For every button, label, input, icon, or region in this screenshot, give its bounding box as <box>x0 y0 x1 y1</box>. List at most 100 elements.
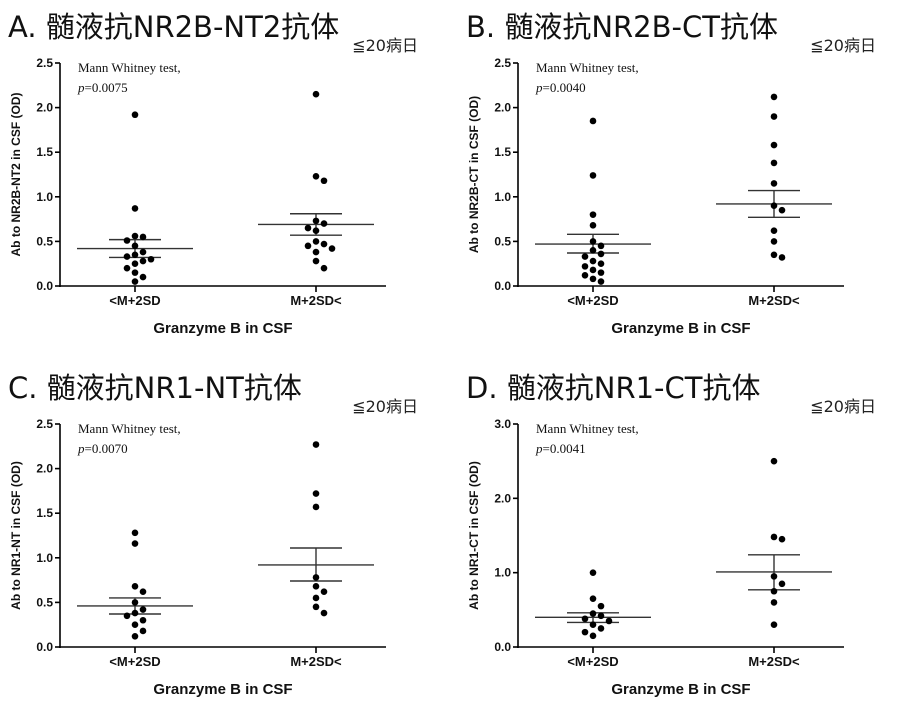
chart-b: B. 髄液抗NR2B-CT抗体 0.0 0.5 1.0 1.5 2.0 2.5 Ab to N… <box>458 0 915 360</box>
x-tick-label: M+2SD< <box>748 293 800 308</box>
data-point <box>313 595 320 602</box>
day-range-annotation: ≦20病日 <box>810 36 876 55</box>
data-point <box>598 603 605 610</box>
data-point <box>140 617 147 624</box>
day-range-annotation: ≦20病日 <box>810 397 876 416</box>
y-tick-label: 2.0 <box>494 101 511 115</box>
data-point <box>305 225 312 232</box>
data-point <box>313 218 320 225</box>
data-point <box>771 227 778 234</box>
data-point <box>771 202 778 209</box>
data-point <box>598 625 605 632</box>
y-axis-label: Ab to NR1-NT in CSF (OD) <box>9 461 23 610</box>
x-tick-label: <M+2SD <box>109 654 160 669</box>
data-point <box>132 583 139 590</box>
x-tick-label: <M+2SD <box>567 654 618 669</box>
data-point <box>779 207 786 214</box>
data-point <box>321 588 328 595</box>
data-point <box>598 612 605 619</box>
data-point <box>321 610 328 617</box>
data-point <box>771 94 778 101</box>
data-point <box>321 220 328 227</box>
panel-d: D. 髄液抗NR1-CT抗体 0.0 1.0 2.0 3.0 Ab to NR1-CT i… <box>458 361 915 721</box>
data-point <box>313 441 320 448</box>
data-point <box>140 588 147 595</box>
data-point <box>124 253 131 260</box>
test-annotation: Mann Whitney test, <box>536 421 639 436</box>
panel-b: B. 髄液抗NR2B-CT抗体 0.0 0.5 1.0 1.5 2.0 2.5 Ab to N… <box>458 0 915 360</box>
test-annotation: Mann Whitney test, <box>78 60 181 75</box>
p-value: =0.0070 <box>85 441 128 456</box>
data-point <box>132 269 139 276</box>
y-tick-label: 1.0 <box>36 551 53 565</box>
y-axis-label: Ab to NR1-CT in CSF (OD) <box>467 461 481 610</box>
data-point <box>771 573 778 580</box>
data-point <box>313 173 320 180</box>
data-point <box>124 265 131 272</box>
data-point <box>590 621 597 628</box>
y-tick-label: 1.5 <box>36 145 53 159</box>
data-point <box>313 227 320 234</box>
panel-a: A. 髄液抗NR2B-NT2抗体 0.0 0.5 1.0 1.5 2.0 2.5 Ab to … <box>0 0 457 360</box>
data-point <box>771 588 778 595</box>
data-point <box>132 111 139 118</box>
data-point <box>132 610 139 617</box>
data-point <box>771 142 778 149</box>
data-point <box>771 458 778 465</box>
y-tick-label: 2.5 <box>494 56 511 70</box>
y-tick-label: 0.0 <box>494 640 511 654</box>
data-point <box>124 612 131 619</box>
p-value: =0.0040 <box>543 80 586 95</box>
chart-title: B. 髄液抗NR2B-CT抗体 <box>466 10 778 44</box>
y-tick-label: 1.0 <box>494 190 511 204</box>
y-tick-label: 2.5 <box>36 56 53 70</box>
x-axis-label: Granzyme B in CSF <box>153 681 292 698</box>
data-point <box>582 629 589 636</box>
data-point <box>313 490 320 497</box>
x-tick-label: <M+2SD <box>109 293 160 308</box>
data-point <box>313 249 320 256</box>
data-point <box>598 269 605 276</box>
data-point <box>140 258 147 265</box>
p-value-annotation: p=0.0040 <box>535 80 586 95</box>
data-point <box>313 91 320 98</box>
y-tick-label: 0.5 <box>36 234 53 248</box>
data-point <box>140 249 147 256</box>
data-point <box>313 504 320 511</box>
chart-title: D. 髄液抗NR1-CT抗体 <box>466 371 761 405</box>
data-point <box>590 211 597 218</box>
data-point <box>329 245 336 252</box>
data-point <box>590 118 597 125</box>
data-point <box>590 238 597 245</box>
data-point <box>132 278 139 285</box>
y-tick-label: 2.0 <box>36 462 53 476</box>
panel-c: C. 髄液抗NR1-NT抗体 0.0 0.5 1.0 1.5 2.0 2.5 Ab to NR… <box>0 361 457 721</box>
chart-title: C. 髄液抗NR1-NT抗体 <box>8 371 302 405</box>
data-point <box>132 599 139 606</box>
data-point <box>140 606 147 613</box>
data-point <box>132 621 139 628</box>
data-point <box>313 574 320 581</box>
y-tick-label: 1.5 <box>494 145 511 159</box>
data-point <box>771 621 778 628</box>
x-tick-label: M+2SD< <box>290 293 342 308</box>
data-point <box>582 615 589 622</box>
data-point <box>771 534 778 541</box>
data-point <box>132 233 139 240</box>
data-point <box>590 172 597 179</box>
y-tick-label: 0.0 <box>494 279 511 293</box>
p-value: =0.0075 <box>85 80 128 95</box>
data-point <box>132 633 139 640</box>
data-point <box>305 243 312 250</box>
data-point <box>779 536 786 543</box>
data-point <box>132 251 139 258</box>
data-point <box>132 205 139 212</box>
x-axis-label: Granzyme B in CSF <box>153 320 292 337</box>
data-point <box>140 628 147 635</box>
chart-a: A. 髄液抗NR2B-NT2抗体0.00.51.01.52.02.5Ab to … <box>0 0 457 360</box>
data-point <box>321 241 328 248</box>
y-tick-label: 1.0 <box>36 190 53 204</box>
data-point <box>313 583 320 590</box>
data-point <box>590 595 597 602</box>
data-point <box>582 253 589 260</box>
